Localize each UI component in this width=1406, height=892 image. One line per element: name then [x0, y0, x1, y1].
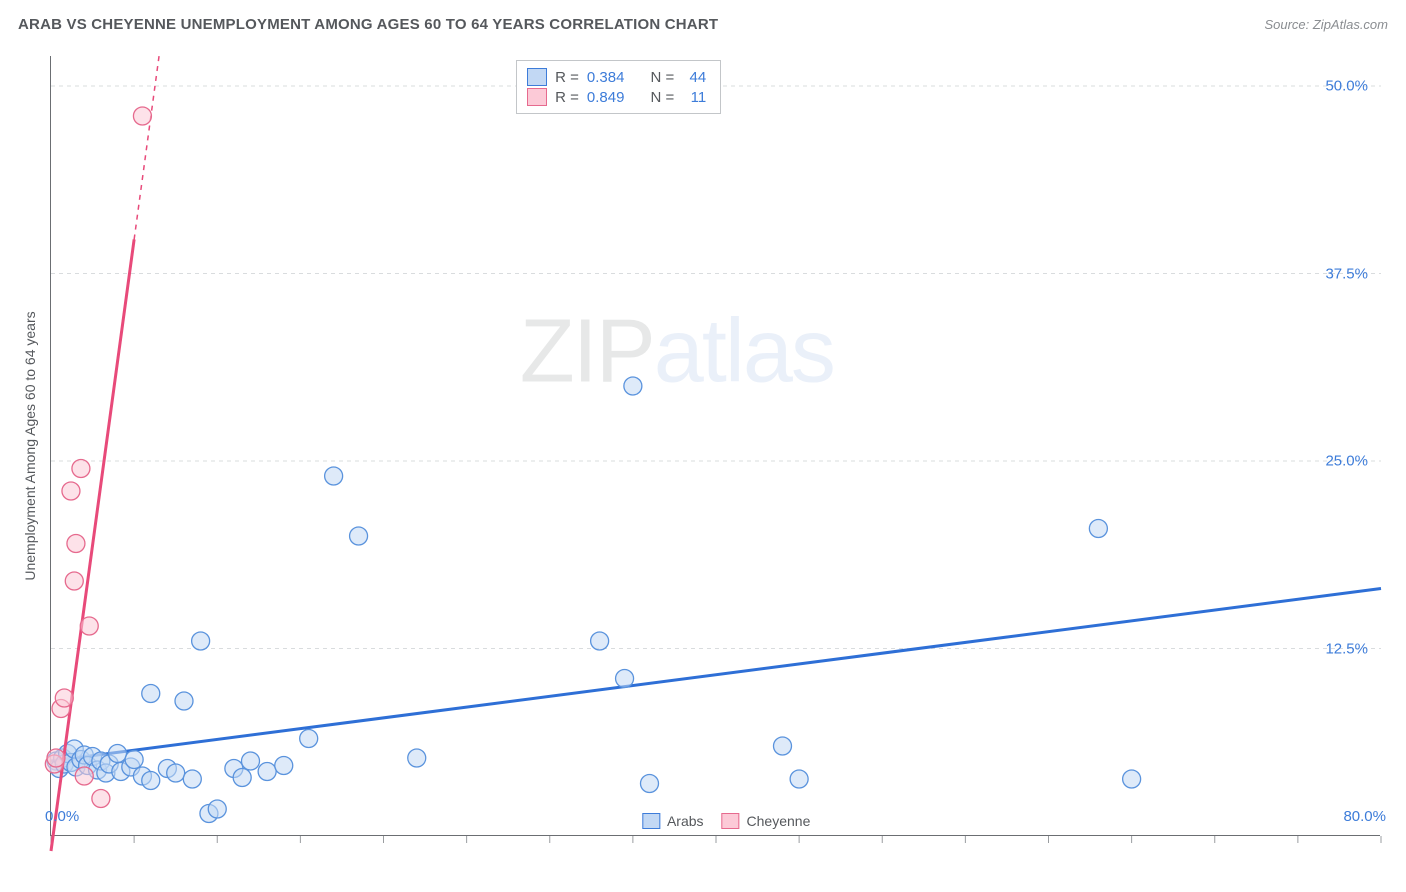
y-tick-label: 37.5%	[1325, 265, 1368, 282]
stats-swatch	[527, 68, 547, 86]
r-label: R =	[555, 89, 579, 106]
legend-item: Cheyenne	[722, 813, 811, 829]
chart-source: Source: ZipAtlas.com	[1264, 17, 1388, 32]
legend-swatch	[722, 813, 740, 829]
y-axis-label-wrap: Unemployment Among Ages 60 to 64 years	[20, 56, 40, 836]
chart-svg	[51, 56, 1380, 835]
legend-swatch	[642, 813, 660, 829]
legend-label: Arabs	[667, 813, 704, 829]
r-value: 0.384	[587, 69, 625, 86]
y-axis-label: Unemployment Among Ages 60 to 64 years	[22, 311, 38, 580]
n-label: N =	[650, 89, 674, 106]
legend-label: Cheyenne	[747, 813, 811, 829]
stats-swatch	[527, 88, 547, 106]
y-tick-label: 25.0%	[1325, 453, 1368, 470]
y-tick-label: 12.5%	[1325, 640, 1368, 657]
source-prefix: Source:	[1264, 17, 1312, 32]
chart-header: ARAB VS CHEYENNE UNEMPLOYMENT AMONG AGES…	[0, 0, 1406, 48]
x-axis-max-label: 80.0%	[1343, 808, 1386, 825]
stats-row: R = 0.849 N = 11	[527, 87, 706, 107]
source-name: ZipAtlas.com	[1313, 17, 1388, 32]
series-legend: Arabs Cheyenne	[642, 813, 810, 829]
chart-title: ARAB VS CHEYENNE UNEMPLOYMENT AMONG AGES…	[18, 16, 718, 33]
stats-row: R = 0.384 N = 44	[527, 67, 706, 87]
plot-area: ZIPatlas R = 0.384 N = 44 R = 0.849 N = …	[50, 56, 1380, 836]
n-label: N =	[650, 69, 674, 86]
y-tick-label: 50.0%	[1325, 78, 1368, 95]
x-axis-min-label: 0.0%	[45, 808, 79, 825]
n-value: 44	[682, 69, 706, 86]
n-value: 11	[682, 89, 706, 106]
r-value: 0.849	[587, 89, 625, 106]
r-label: R =	[555, 69, 579, 86]
legend-item: Arabs	[642, 813, 704, 829]
correlation-stats-box: R = 0.384 N = 44 R = 0.849 N = 11	[516, 60, 721, 114]
